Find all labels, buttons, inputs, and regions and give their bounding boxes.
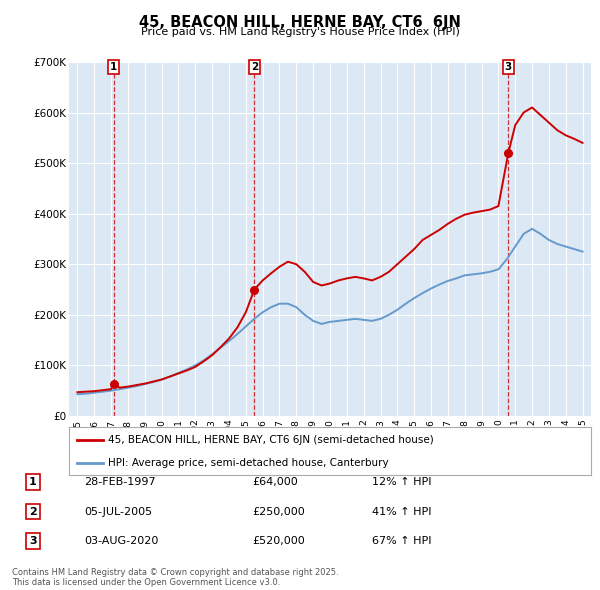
Text: 45, BEACON HILL, HERNE BAY, CT6  6JN: 45, BEACON HILL, HERNE BAY, CT6 6JN (139, 15, 461, 30)
Text: 03-AUG-2020: 03-AUG-2020 (84, 536, 158, 546)
Text: 2: 2 (251, 62, 258, 72)
Text: 2: 2 (29, 507, 37, 516)
Text: £250,000: £250,000 (252, 507, 305, 516)
Text: 3: 3 (505, 62, 512, 72)
Text: £64,000: £64,000 (252, 477, 298, 487)
Text: Price paid vs. HM Land Registry's House Price Index (HPI): Price paid vs. HM Land Registry's House … (140, 27, 460, 37)
Text: 1: 1 (29, 477, 37, 487)
Text: 05-JUL-2005: 05-JUL-2005 (84, 507, 152, 516)
Text: 12% ↑ HPI: 12% ↑ HPI (372, 477, 431, 487)
Text: HPI: Average price, semi-detached house, Canterbury: HPI: Average price, semi-detached house,… (108, 458, 389, 468)
Text: 67% ↑ HPI: 67% ↑ HPI (372, 536, 431, 546)
Text: 28-FEB-1997: 28-FEB-1997 (84, 477, 155, 487)
Text: Contains HM Land Registry data © Crown copyright and database right 2025.
This d: Contains HM Land Registry data © Crown c… (12, 568, 338, 587)
Text: 41% ↑ HPI: 41% ↑ HPI (372, 507, 431, 516)
Text: 1: 1 (110, 62, 117, 72)
Text: 3: 3 (29, 536, 37, 546)
Text: 45, BEACON HILL, HERNE BAY, CT6 6JN (semi-detached house): 45, BEACON HILL, HERNE BAY, CT6 6JN (sem… (108, 435, 434, 445)
Text: £520,000: £520,000 (252, 536, 305, 546)
